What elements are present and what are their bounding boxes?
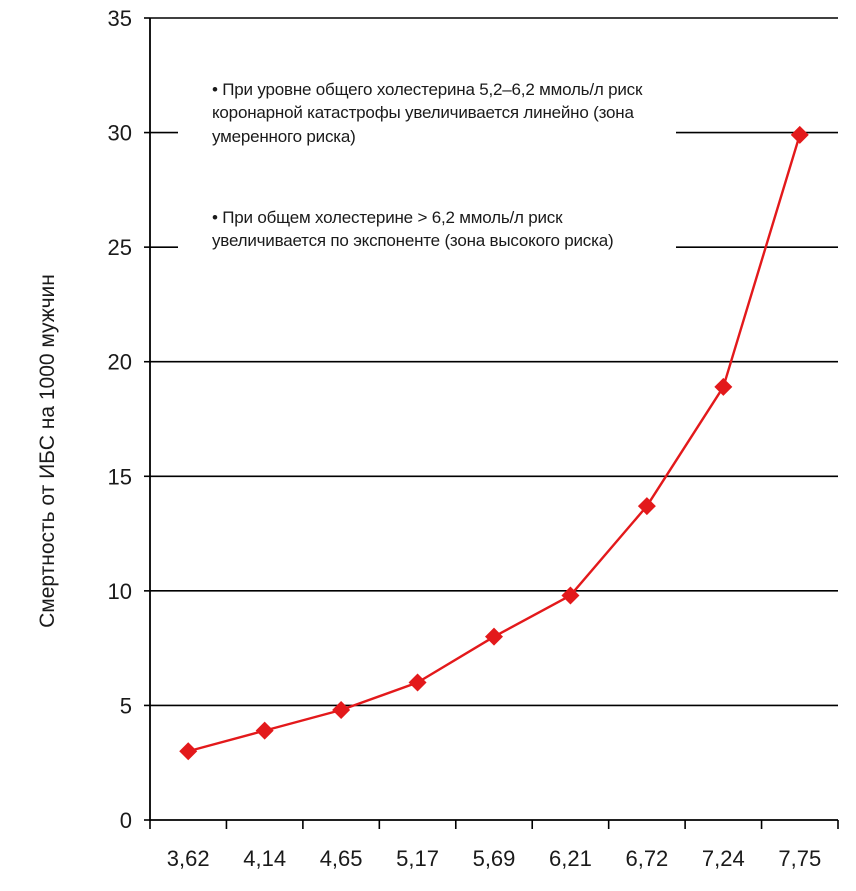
- annotation-linear-risk: • При уровне общего холестерина 5,2–6,2 …: [178, 76, 676, 151]
- y-tick-label-15: 15: [108, 464, 132, 489]
- x-tick-label-7: 7,24: [702, 846, 745, 871]
- y-tick-label-20: 20: [108, 350, 132, 375]
- annotation-text-exponential: • При общем холестерине > 6,2 ммоль/л ри…: [212, 208, 614, 251]
- data-point-marker-4: [485, 627, 503, 646]
- y-tick-label-10: 10: [108, 579, 132, 604]
- y-tick-label-0: 0: [120, 808, 132, 833]
- x-tick-label-5: 6,21: [549, 846, 592, 871]
- series-layer: [179, 125, 809, 761]
- y-tick-label-5: 5: [120, 693, 132, 718]
- x-tick-label-3: 5,17: [396, 846, 439, 871]
- data-point-marker-7: [714, 377, 733, 396]
- y-tick-label-30: 30: [108, 121, 132, 146]
- x-tick-label-4: 5,69: [473, 846, 516, 871]
- x-tick-label-6: 6,72: [625, 846, 668, 871]
- axis-layer: [144, 17, 839, 829]
- x-tick-label-8: 7,75: [778, 846, 821, 871]
- data-point-marker-5: [561, 586, 580, 605]
- y-axis-title: Смертность от ИБС на 1000 мужчин: [36, 274, 59, 628]
- annotation-text-linear: • При уровне общего холестерина 5,2–6,2 …: [212, 80, 643, 146]
- y-tick-label-35: 35: [108, 6, 132, 31]
- data-point-marker-0: [179, 742, 198, 761]
- x-tick-label-2: 4,65: [320, 846, 363, 871]
- x-tick-label-0: 3,62: [167, 846, 210, 871]
- y-tick-label-25: 25: [108, 235, 132, 260]
- data-point-marker-2: [332, 701, 351, 720]
- data-point-marker-3: [408, 673, 427, 692]
- annotation-exponential-risk: • При общем холестерине > 6,2 ммоль/л ри…: [178, 204, 676, 255]
- data-point-marker-8: [790, 125, 809, 144]
- x-tick-label-1: 4,14: [243, 846, 286, 871]
- data-point-marker-1: [255, 721, 274, 740]
- data-point-marker-6: [637, 497, 656, 516]
- label-layer: 0 5 10 15 20 25 30 35 3,62 4,14 4,65 5,17 5,69 6,21 6,…: [36, 6, 821, 871]
